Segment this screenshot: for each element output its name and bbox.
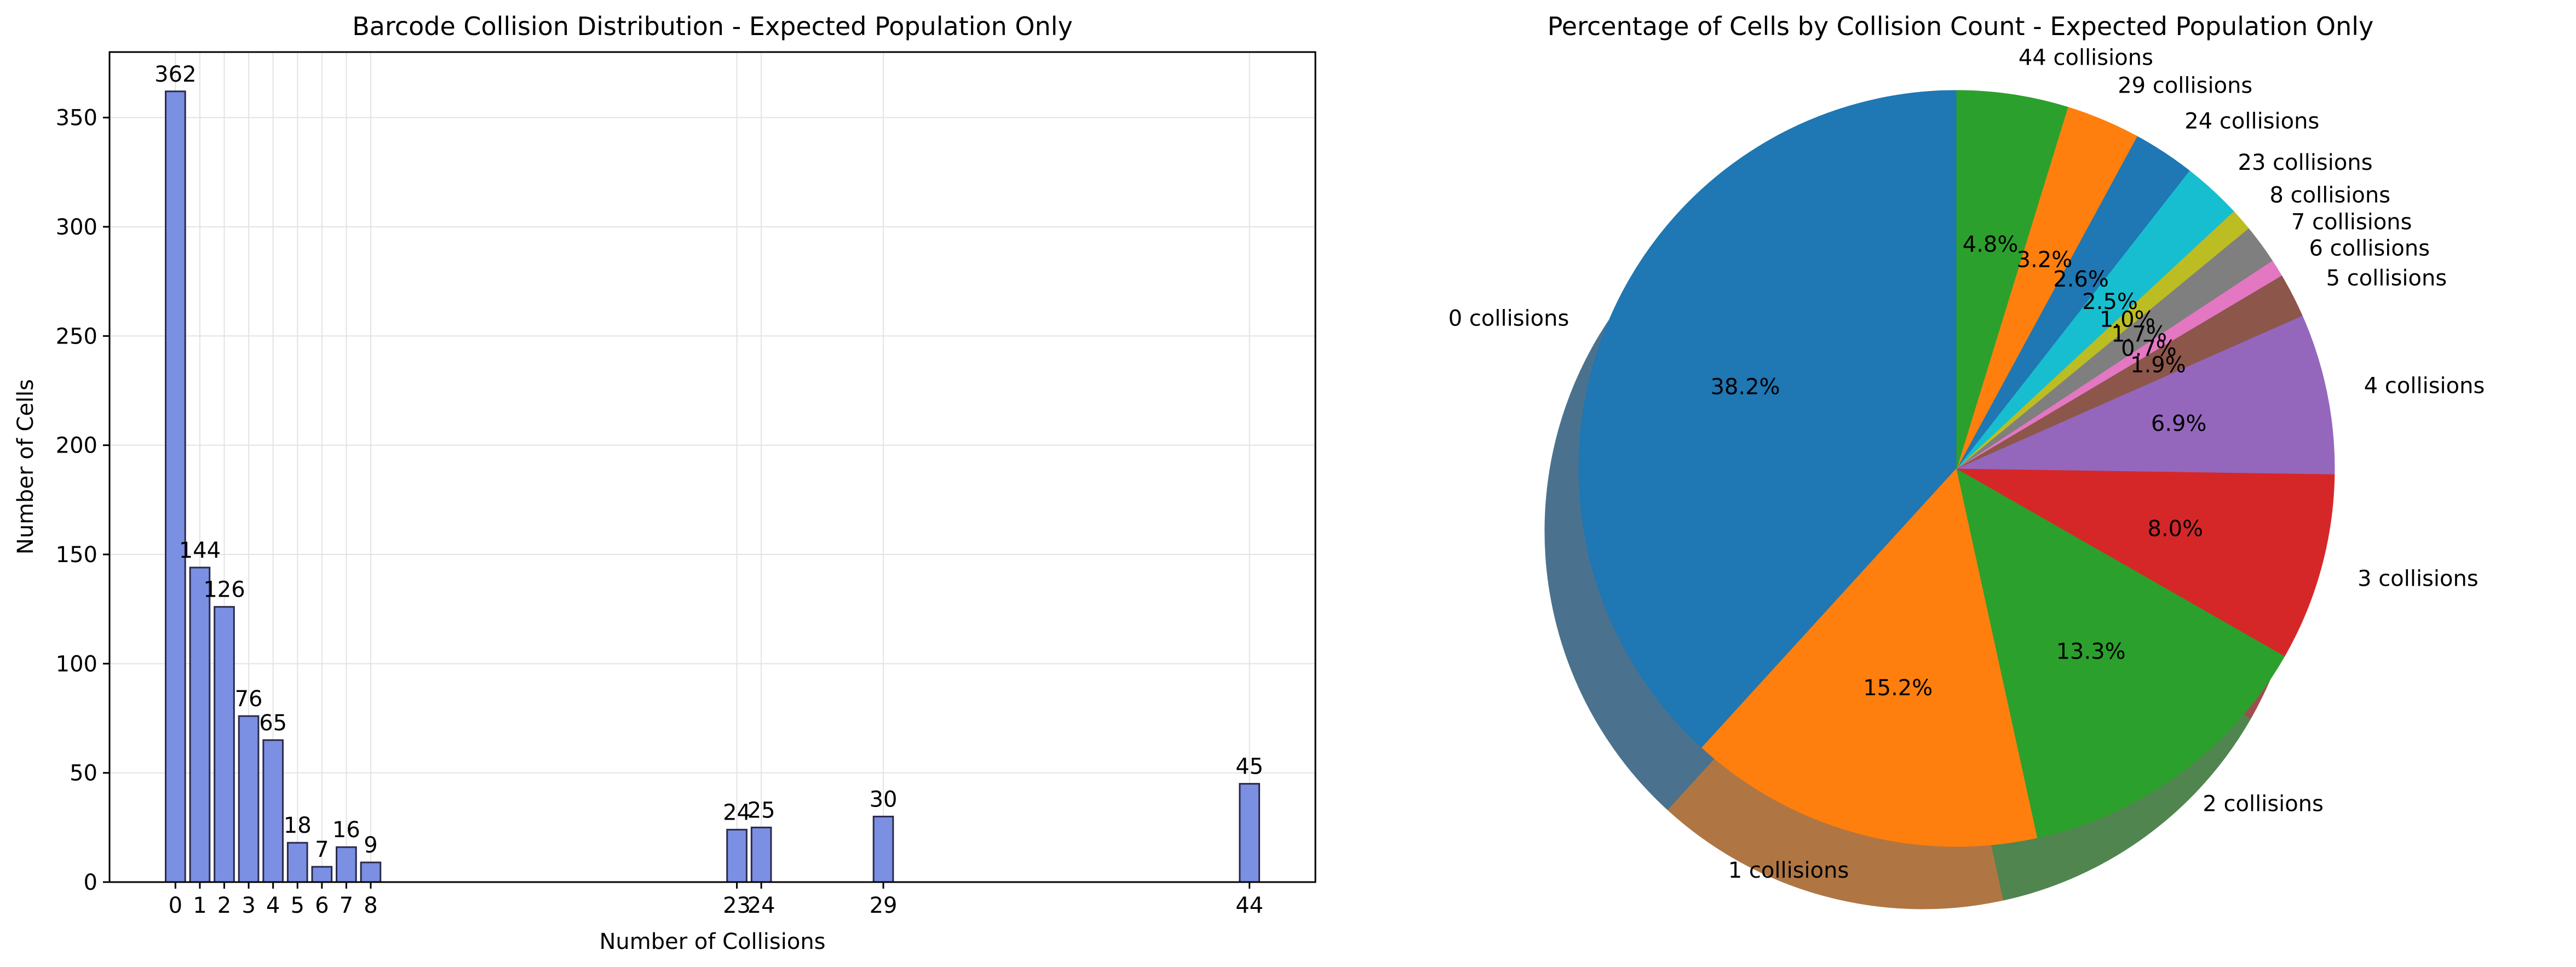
- bar-value-label: 16: [332, 817, 360, 843]
- bar-value-label: 126: [203, 577, 245, 603]
- bar-value-label: 362: [154, 62, 196, 87]
- bar-chart-title: Barcode Collision Distribution - Expecte…: [352, 12, 1073, 41]
- bar-value-label: 30: [870, 787, 898, 812]
- pie-category-label: 4 collisions: [2364, 374, 2485, 399]
- pie-category-label: 6 collisions: [2309, 236, 2430, 261]
- pie-percent-label: 1.0%: [2100, 307, 2155, 333]
- bar-value-label: 76: [235, 686, 263, 712]
- bar-chart-panel: Barcode Collision Distribution - Expecte…: [13, 12, 1316, 954]
- pie-percent-label: 3.2%: [2017, 247, 2073, 272]
- pie-category-label: 29 collisions: [2118, 73, 2252, 98]
- x-tick-label: 3: [242, 893, 255, 918]
- y-tick-label: 150: [56, 542, 97, 568]
- x-tick-label: 24: [748, 893, 775, 918]
- pie-wedge: [1956, 315, 2335, 474]
- pie-percent-label: 15.2%: [1863, 676, 1933, 701]
- pie-category-label: 23 collisions: [2238, 150, 2373, 175]
- bar: [214, 606, 235, 883]
- bar: [726, 828, 748, 883]
- pie-category-label: 44 collisions: [2019, 45, 2153, 70]
- y-tick-label: 250: [56, 324, 97, 349]
- bar-chart-x-axis-label: Number of Collisions: [599, 929, 825, 954]
- bar: [238, 715, 260, 883]
- bar-chart-axes-frame: [108, 51, 1316, 883]
- y-tick-label: 100: [56, 651, 97, 677]
- y-tick-label: 0: [84, 870, 97, 895]
- pie-category-label: 1 collisions: [1728, 858, 1849, 883]
- y-tick-label: 200: [56, 433, 97, 459]
- pie-category-label: 8 collisions: [2270, 183, 2391, 208]
- bar: [872, 815, 894, 883]
- x-tick-label: 8: [364, 893, 377, 918]
- bar-value-label: 25: [748, 798, 775, 823]
- x-tick-label: 23: [723, 893, 751, 918]
- pie-percent-label: 13.3%: [2056, 639, 2126, 665]
- pie-wedge: [1956, 90, 2068, 469]
- x-tick-label: 7: [340, 893, 353, 918]
- bar: [165, 90, 186, 883]
- bar: [189, 567, 211, 883]
- bar-value-label: 24: [723, 800, 751, 825]
- x-tick-label: 44: [1235, 893, 1263, 918]
- y-tick-label: 300: [56, 215, 97, 240]
- pie-category-label: 0 collisions: [1448, 306, 1569, 331]
- pie-wedge: [1956, 468, 2335, 657]
- bar-value-label: 7: [315, 837, 329, 862]
- pie-percent-label: 38.2%: [1710, 374, 1780, 399]
- pie-chart-percent-labels: 38.2%15.2%13.3%8.0%6.9%1.9%0.7%1.7%1.0%2…: [1710, 232, 2206, 701]
- bar-value-label: 65: [259, 711, 287, 736]
- bar-chart-bars: [165, 90, 1260, 883]
- bar-chart-y-axis-label: Number of Cells: [13, 379, 38, 554]
- bar: [311, 866, 333, 883]
- pie-category-label: 2 collisions: [2203, 792, 2324, 817]
- bar-value-label: 144: [179, 538, 221, 563]
- pie-percent-label: 2.6%: [2053, 267, 2109, 292]
- pie-percent-label: 6.9%: [2151, 411, 2207, 436]
- pie-category-label: 24 collisions: [2184, 108, 2319, 134]
- x-tick-label: 5: [291, 893, 304, 918]
- x-tick-label: 2: [217, 893, 231, 918]
- x-tick-label: 6: [315, 893, 329, 918]
- bar: [262, 739, 284, 883]
- x-tick-label: 29: [870, 893, 898, 918]
- bar: [1239, 783, 1260, 883]
- pie-category-label: 5 collisions: [2326, 266, 2447, 291]
- bar: [336, 846, 357, 883]
- pie-chart-category-labels: 0 collisions 1 collisions 2 collisions 3 co…: [1448, 45, 2485, 883]
- bar-value-label: 45: [1235, 754, 1263, 780]
- pie-percent-label: 1.9%: [2130, 352, 2186, 377]
- bar: [360, 861, 382, 883]
- bar-value-label: 9: [364, 833, 377, 858]
- y-tick-label: 50: [70, 761, 97, 786]
- pie-percent-label: 4.8%: [1963, 232, 2019, 258]
- pie-percent-label: 0.7%: [2121, 336, 2177, 361]
- bar: [750, 826, 772, 883]
- pie-percent-label: 2.5%: [2082, 289, 2138, 314]
- pie-percent-label: 8.0%: [2148, 516, 2204, 541]
- bar-value-label: 18: [284, 813, 312, 838]
- x-tick-label: 4: [266, 893, 280, 918]
- y-tick-label: 350: [56, 106, 97, 131]
- pie-wedge: [1578, 90, 1957, 748]
- bar: [286, 842, 308, 883]
- pie-wedge: [1956, 468, 2285, 838]
- pie-wedge: [1701, 467, 2038, 847]
- pie-category-label: 3 collisions: [2358, 566, 2479, 591]
- pie-chart-title: Percentage of Cells by Collision Count -…: [1548, 12, 2374, 41]
- bar-chart-y-ticks: 0 50 100 150 200 250 300 350: [56, 106, 110, 895]
- pie-chart-wedges: [1578, 90, 2335, 847]
- x-tick-label: 1: [193, 893, 206, 918]
- x-tick-label: 0: [169, 893, 182, 918]
- pie-chart-panel: Percentage of Cells by Collision Count -…: [1448, 12, 2485, 909]
- bar-chart-grid: [110, 52, 1315, 883]
- pie-category-label: 7 collisions: [2291, 210, 2412, 235]
- pie-percent-label: 1.7%: [2111, 322, 2167, 347]
